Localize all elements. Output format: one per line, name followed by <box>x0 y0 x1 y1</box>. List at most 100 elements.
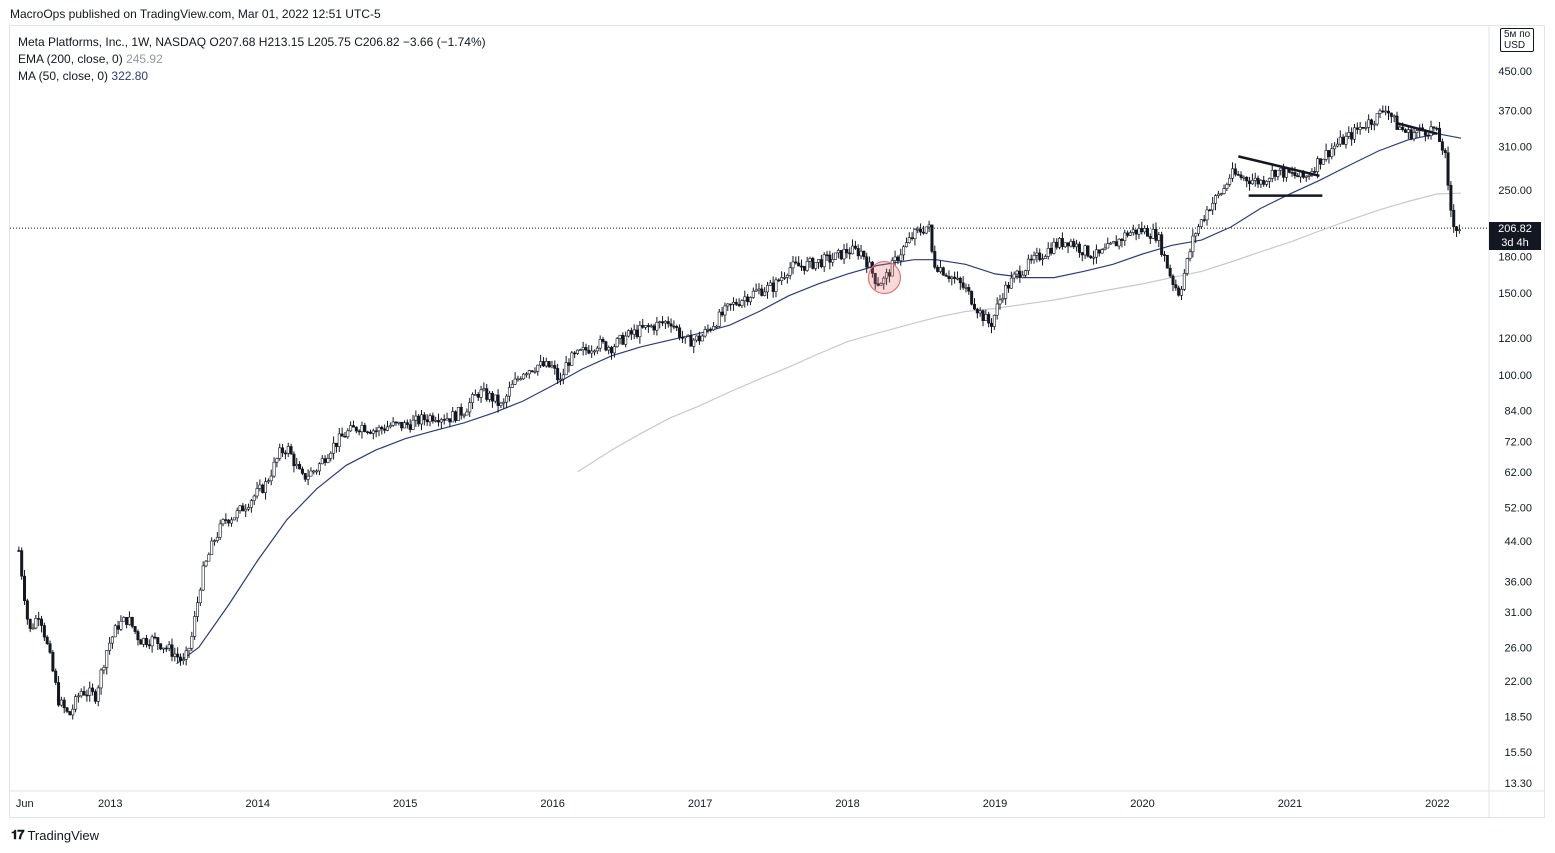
candle-body <box>462 414 466 417</box>
candle-body <box>434 420 438 422</box>
candle-body <box>380 427 384 430</box>
candle-body <box>992 314 996 327</box>
candle-body <box>417 415 421 425</box>
candle-body <box>397 421 401 424</box>
candle-body <box>1449 184 1453 211</box>
candle-body <box>967 287 971 292</box>
candle-body <box>899 254 903 261</box>
y-tick-label: 22.00 <box>1504 676 1532 688</box>
candle-body <box>1327 150 1331 158</box>
candle-body <box>533 371 537 373</box>
candle-body <box>1143 228 1147 233</box>
candle-body <box>1347 132 1351 137</box>
candle-body <box>984 314 988 321</box>
candle-body <box>601 339 605 342</box>
candle-body <box>459 406 463 416</box>
candle-body <box>924 226 928 234</box>
candle-body <box>1089 255 1093 259</box>
candle-body <box>125 617 129 625</box>
candle-body <box>193 616 197 637</box>
candle-body <box>817 259 821 263</box>
legend-symbol-row[interactable]: Meta Platforms, Inc., 1W, NASDAQ O207.68… <box>18 34 486 51</box>
candle-body <box>351 425 355 428</box>
x-tick-label: 2015 <box>393 798 417 810</box>
candle-body <box>96 687 100 702</box>
candle-body <box>1389 112 1393 117</box>
candle-body <box>493 394 497 402</box>
candle-body <box>1049 247 1053 254</box>
candle-body <box>252 495 256 501</box>
candle-body <box>1106 243 1110 249</box>
candle-body <box>995 303 999 316</box>
candle-body <box>1083 245 1087 256</box>
candle-body <box>1225 184 1229 189</box>
candle-body <box>547 361 551 368</box>
candle-body <box>266 480 270 483</box>
candle-body <box>329 452 333 459</box>
candle-body <box>420 414 424 425</box>
candle-body <box>1426 134 1430 137</box>
candle-body <box>907 237 911 243</box>
candle-body <box>1188 251 1192 259</box>
candle-body <box>468 402 472 413</box>
candle-body <box>1350 132 1354 140</box>
candle-body <box>405 422 409 425</box>
y-tick-label: 180.00 <box>1498 251 1532 263</box>
candle-body <box>882 277 886 285</box>
candle-body <box>530 370 534 372</box>
candle-body <box>936 266 940 272</box>
candle-body <box>332 442 336 454</box>
y-tick-label: 100.00 <box>1498 370 1532 382</box>
candle-body <box>573 352 577 355</box>
candle-body <box>1157 234 1161 241</box>
legend-ma-row[interactable]: MA (50, close, 0) 322.80 <box>18 68 486 85</box>
candle-body <box>1412 132 1416 140</box>
candle-body <box>1398 126 1402 130</box>
candle-body <box>62 699 66 709</box>
candle-body <box>661 321 665 324</box>
candle-body <box>315 470 319 473</box>
candle-body <box>20 550 24 577</box>
candle-body <box>865 256 869 268</box>
candle-body <box>119 620 123 630</box>
candle-body <box>1296 175 1300 178</box>
candle-body <box>371 430 375 434</box>
candle-body <box>550 365 554 368</box>
candle-body <box>1182 273 1186 290</box>
candle-body <box>1134 229 1138 235</box>
candle-body <box>782 277 786 279</box>
currency-unit-badge[interactable]: 5м по USD <box>1500 28 1535 52</box>
candle-body <box>748 297 752 303</box>
tradingview-brand[interactable]: 𝟏𝟕 TradingView <box>11 827 99 843</box>
candle-body <box>567 362 571 366</box>
candle-body <box>1191 235 1195 253</box>
candle-body <box>1361 126 1365 129</box>
candle-body <box>201 565 205 591</box>
candle-body <box>578 349 582 352</box>
candle-body <box>1185 258 1189 274</box>
candle-body <box>805 260 809 271</box>
candle-body <box>811 258 815 269</box>
candle-body <box>82 691 86 696</box>
candle-body <box>272 461 276 477</box>
candle-body <box>519 378 523 381</box>
candle-body <box>320 458 324 465</box>
y-tick-label: 44.00 <box>1504 536 1532 548</box>
legend-ema-row[interactable]: EMA (200, close, 0) 245.92 <box>18 51 486 68</box>
candle-body <box>485 388 489 400</box>
candle-body <box>176 653 180 658</box>
candle-body <box>295 464 299 467</box>
candle-body <box>65 707 69 712</box>
candle-body <box>822 254 826 268</box>
candle-body <box>868 261 872 268</box>
candle-body <box>1202 219 1206 221</box>
candle-body <box>1111 241 1115 244</box>
candle-body <box>221 519 225 525</box>
candle-body <box>592 350 596 353</box>
candle-body <box>471 394 475 403</box>
candle-body <box>1304 175 1308 178</box>
candle-body <box>556 368 560 381</box>
candle-body <box>1250 180 1254 185</box>
candle-body <box>853 245 857 249</box>
